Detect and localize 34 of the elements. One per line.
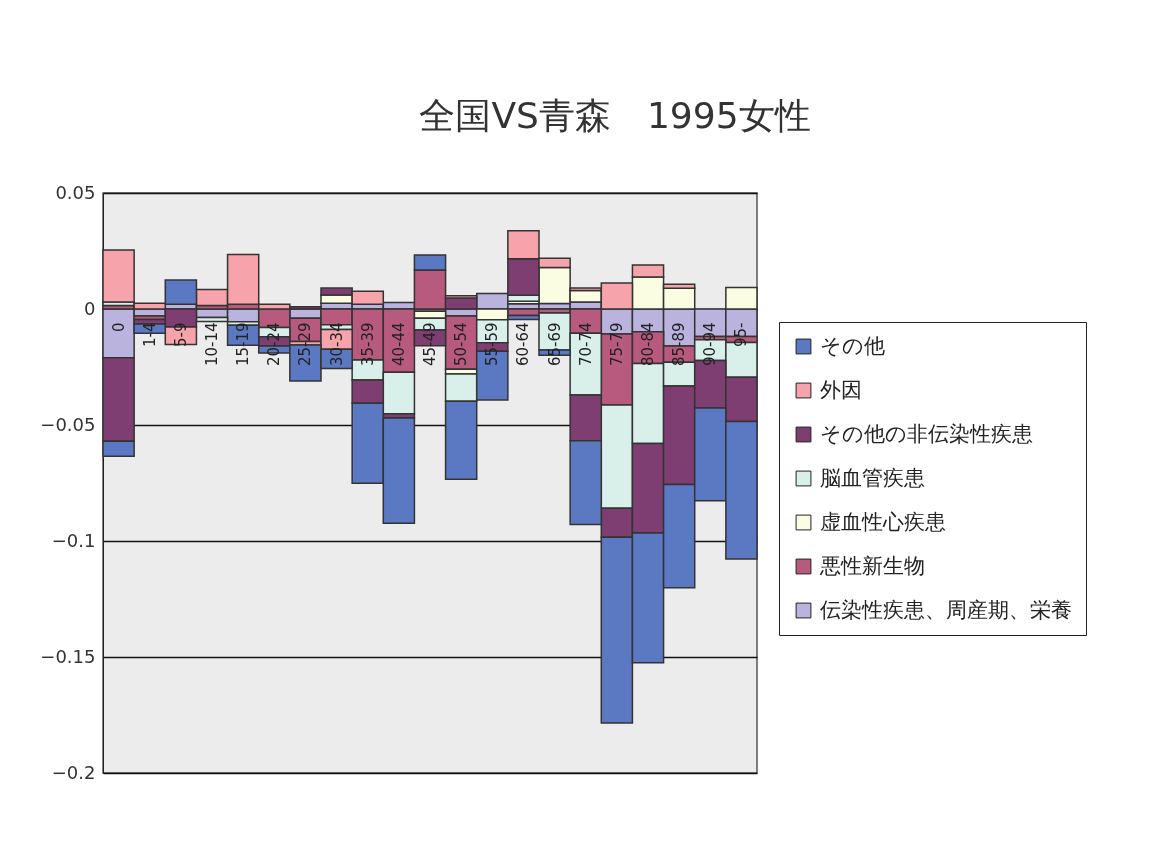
legend-label: 悪性新生物 (819, 553, 925, 578)
x-tick-label: 55-59 (483, 322, 502, 367)
x-tick-label: 0 (109, 322, 128, 333)
y-tick-label: −0.15 (40, 645, 96, 667)
x-tick-label: 50-54 (452, 322, 471, 367)
x-tick-label: 90-94 (701, 322, 720, 367)
x-tick-label: 85-89 (670, 322, 689, 367)
x-tick-label: 70-74 (576, 322, 595, 367)
legend-label: 虚血性心疾患 (820, 509, 946, 534)
x-tick-label: 95- (732, 322, 751, 347)
legend-label: その他 (820, 333, 885, 358)
x-tick-label: 45-49 (421, 322, 439, 367)
x-tick-label: 10-14 (203, 322, 221, 367)
x-tick-label: 40-44 (389, 322, 408, 367)
y-tick-label: 0.05 (55, 181, 96, 203)
x-tick-label: 15-19 (234, 322, 253, 367)
y-tick-label: −0.05 (40, 413, 96, 435)
x-tick-label: 25-29 (296, 322, 315, 367)
x-tick-label: 1-4 (140, 322, 159, 347)
chart-title: 全国VS青森 1995女性 (419, 95, 811, 136)
x-tick-label: 60-64 (514, 322, 533, 367)
x-tick-label: 30-34 (327, 322, 346, 367)
x-tick-label: 75-79 (607, 322, 626, 367)
y-tick-label: 0 (84, 297, 96, 319)
x-tick-label: 20-24 (265, 322, 284, 367)
x-tick-label: 80-84 (639, 322, 657, 367)
y-tick-label: −0.2 (51, 761, 96, 783)
legend-label: 外因 (820, 377, 862, 402)
x-tick-label: 35-39 (358, 322, 377, 367)
x-tick-label: 5-9 (171, 322, 190, 347)
legend-label: 伝染性疾患、周産期、栄養 (820, 597, 1072, 622)
y-tick-label: −0.1 (51, 529, 96, 551)
legend-label: 脳血管疾患 (820, 465, 925, 490)
legend-label: その他の非伝染性疾患 (820, 421, 1033, 446)
